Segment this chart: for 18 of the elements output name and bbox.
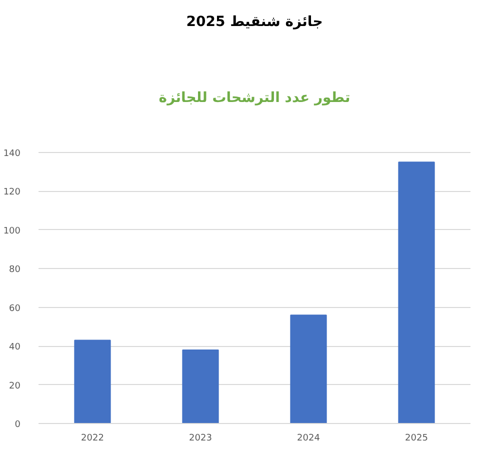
x-tick-label: 2024 [297,434,320,444]
chart-subtitle: تطور عدد الترشحات للجائزة [158,90,350,106]
bar [182,349,219,424]
y-tick-label: 40 [9,342,21,353]
y-tick-label: 60 [9,304,21,314]
bar [74,340,111,424]
x-tick-label: 2025 [405,434,428,444]
x-tick-label: 2022 [81,434,104,444]
y-tick-label: 0 [14,420,21,430]
y-tick-label: 20 [9,381,21,392]
y-tick-label: 100 [3,226,21,236]
y-tick-label: 140 [3,149,21,159]
bar [290,314,327,424]
chart-title: جائزة شنقيط 2025 [186,14,323,30]
bar [398,162,435,424]
y-tick-label: 120 [3,188,21,198]
x-tick-label: 2023 [189,434,212,444]
y-tick-label: 80 [9,265,21,276]
